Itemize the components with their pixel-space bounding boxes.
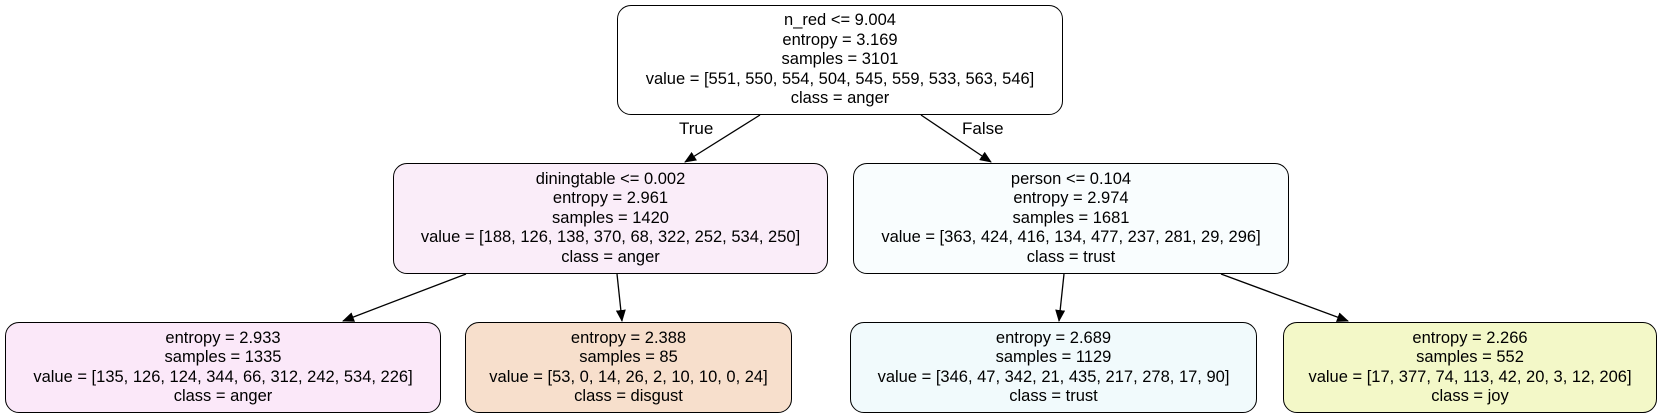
root-samples: samples = 3101 (781, 50, 899, 69)
edge-right-rl (1055, 273, 1066, 322)
rr-entropy: entropy = 2.266 (1412, 328, 1528, 347)
rl-class: class = trust (1009, 387, 1098, 405)
right-value: value = [363, 424, 416, 134, 477, 237, 2… (881, 228, 1261, 247)
root-value: value = [551, 550, 554, 504, 545, 559, 5… (645, 69, 1035, 88)
leaf-node-rr: entropy = 2.266 samples = 552 value = [1… (1283, 322, 1657, 413)
right-class: class = trust (1026, 247, 1116, 266)
left-node: diningtable <= 0.002 entropy = 2.961 sam… (393, 163, 828, 274)
ll-entropy: entropy = 2.933 (165, 328, 281, 347)
left-samples: samples = 1420 (552, 208, 669, 227)
rl-entropy: entropy = 2.689 (995, 328, 1112, 347)
edge-right-rr (1220, 273, 1349, 322)
ll-value: value = [135, 126, 124, 344, 66, 312, 24… (33, 367, 413, 386)
left-class: class = anger (561, 247, 660, 266)
edge-left-lr (615, 273, 626, 322)
ll-samples: samples = 1335 (164, 348, 282, 366)
edge-root-left (684, 114, 761, 163)
leaf-node-ll: entropy = 2.933 samples = 1335 value = [… (5, 322, 441, 413)
ll-class: class = anger (173, 387, 273, 405)
rl-samples: samples = 1129 (995, 348, 1112, 366)
leaf-node-rl: entropy = 2.689 samples = 1129 value = [… (850, 322, 1257, 413)
rr-class: class = joy (1431, 387, 1509, 405)
root-entropy: entropy = 3.169 (782, 30, 898, 49)
root-node: n_red <= 9.004 entropy = 3.169 samples =… (617, 5, 1063, 115)
right-entropy: entropy = 2.974 (1013, 189, 1129, 208)
lr-entropy: entropy = 2.388 (570, 328, 687, 347)
root-split: n_red <= 9.004 (784, 11, 896, 30)
right-split: person <= 0.104 (1010, 169, 1132, 188)
right-node: person <= 0.104 entropy = 2.974 samples … (853, 163, 1289, 274)
lr-value: value = [53, 0, 14, 26, 2, 10, 10, 0, 24… (489, 367, 768, 386)
edge-left-ll (342, 273, 467, 322)
right-samples: samples = 1681 (1012, 208, 1130, 227)
edge-root-right (920, 114, 992, 163)
rr-value: value = [17, 377, 74, 113, 42, 20, 3, 12… (1308, 367, 1632, 386)
left-value: value = [188, 126, 138, 370, 68, 322, 25… (420, 228, 801, 247)
lr-class: class = disgust (574, 387, 683, 405)
root-class: class = anger (790, 89, 890, 108)
edge-label-false: False (962, 119, 1004, 138)
edge-label-true: True (679, 119, 714, 138)
left-split: diningtable <= 0.002 (535, 169, 686, 188)
left-entropy: entropy = 2.961 (552, 189, 669, 208)
leaf-node-lr: entropy = 2.388 samples = 85 value = [53… (465, 322, 792, 413)
rr-samples: samples = 552 (1416, 348, 1524, 366)
lr-samples: samples = 85 (579, 348, 678, 366)
rl-value: value = [346, 47, 342, 21, 435, 217, 278… (877, 367, 1230, 386)
